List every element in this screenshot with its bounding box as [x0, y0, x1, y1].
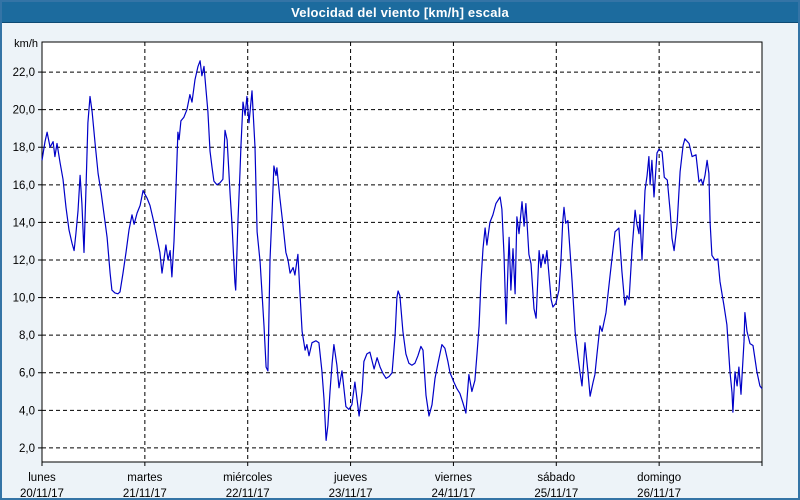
y-tick-label: 22,0	[13, 67, 35, 79]
y-tick-label: 2,0	[19, 443, 35, 455]
y-tick-label: 14,0	[13, 217, 35, 229]
y-tick-label: 4,0	[19, 405, 35, 417]
x-day-name: domingo	[637, 472, 681, 484]
x-day-name: lunes	[28, 472, 56, 484]
y-tick-label: 6,0	[19, 368, 35, 380]
x-day-date: 24/11/17	[431, 488, 475, 498]
x-day-name: viernes	[435, 472, 472, 484]
x-day-date: 21/11/17	[123, 488, 167, 498]
y-tick-label: 8,0	[19, 330, 35, 342]
x-day-date: 26/11/17	[637, 488, 681, 498]
y-axis-unit-label: km/h	[14, 38, 38, 50]
x-day-name: miércoles	[223, 472, 272, 484]
series-velocidad-del-viento	[41, 60, 763, 441]
x-day-name: jueves	[333, 472, 367, 484]
x-day-date: 20/11/17	[20, 488, 64, 498]
y-tick-label: 20,0	[13, 105, 35, 117]
y-tick-label: 18,0	[13, 142, 35, 154]
y-tick-label: 16,0	[13, 180, 35, 192]
chart-title: Velocidad del viento [km/h] escala	[291, 5, 509, 20]
y-tick-label: 12,0	[13, 255, 35, 267]
x-day-date: 25/11/17	[534, 488, 578, 498]
x-day-date: 23/11/17	[329, 488, 373, 498]
chart-title-bar: Velocidad del viento [km/h] escala	[2, 2, 798, 23]
x-day-date: 22/11/17	[226, 488, 270, 498]
plot-area	[41, 41, 763, 463]
y-tick-label: 10,0	[13, 293, 35, 305]
x-day-name: sábado	[537, 472, 575, 484]
x-day-name: martes	[127, 472, 162, 484]
